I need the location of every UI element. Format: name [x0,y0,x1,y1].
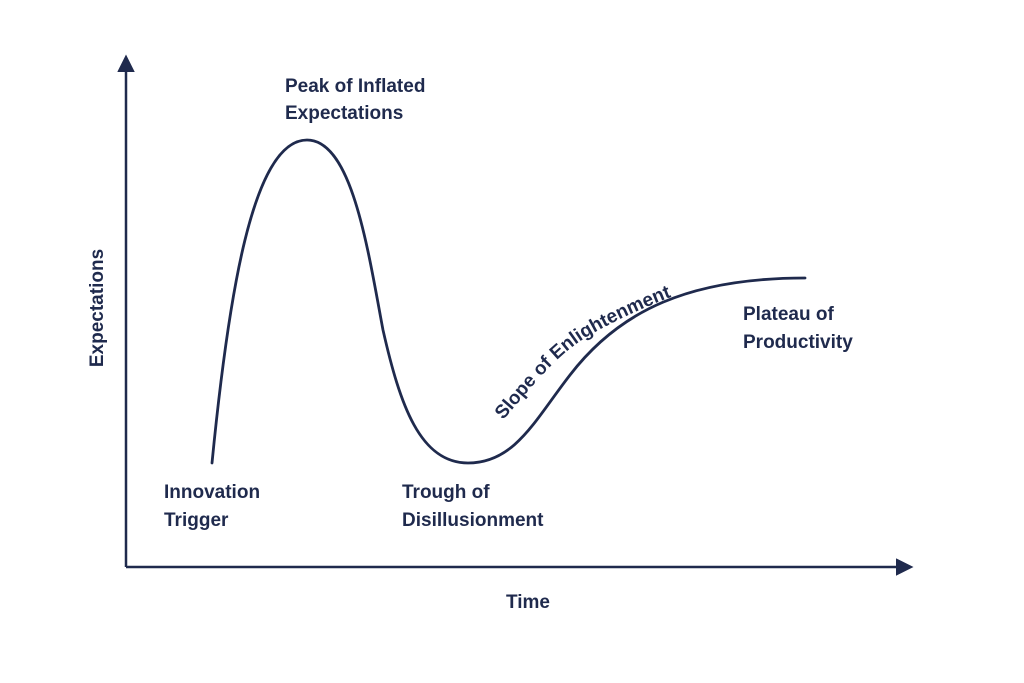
innovation-trigger-label: Innovation Trigger [164,482,265,531]
innovation-trigger-line-2: Trigger [164,510,229,531]
x-axis-label: Time [506,592,550,613]
plateau-label: Plateau of Productivity [743,304,853,353]
trough-label-line-2: Disillusionment [402,510,544,531]
trough-label-line-1: Trough of [402,482,490,503]
plateau-label-line-2: Productivity [743,332,853,353]
trough-label: Trough of Disillusionment [402,482,544,531]
y-axis-label: Expectations [87,249,108,367]
innovation-trigger-line-1: Innovation [164,482,260,503]
peak-label-line-2: Expectations [285,103,403,124]
peak-label: Peak of Inflated Expectations [285,76,431,124]
peak-label-line-1: Peak of Inflated [285,76,425,97]
slope-label: Slope of Enlightenment [491,282,674,424]
slope-label-text: Slope of Enlightenment [491,282,674,424]
plateau-label-line-1: Plateau of [743,304,834,325]
hype-curve [210,138,807,465]
